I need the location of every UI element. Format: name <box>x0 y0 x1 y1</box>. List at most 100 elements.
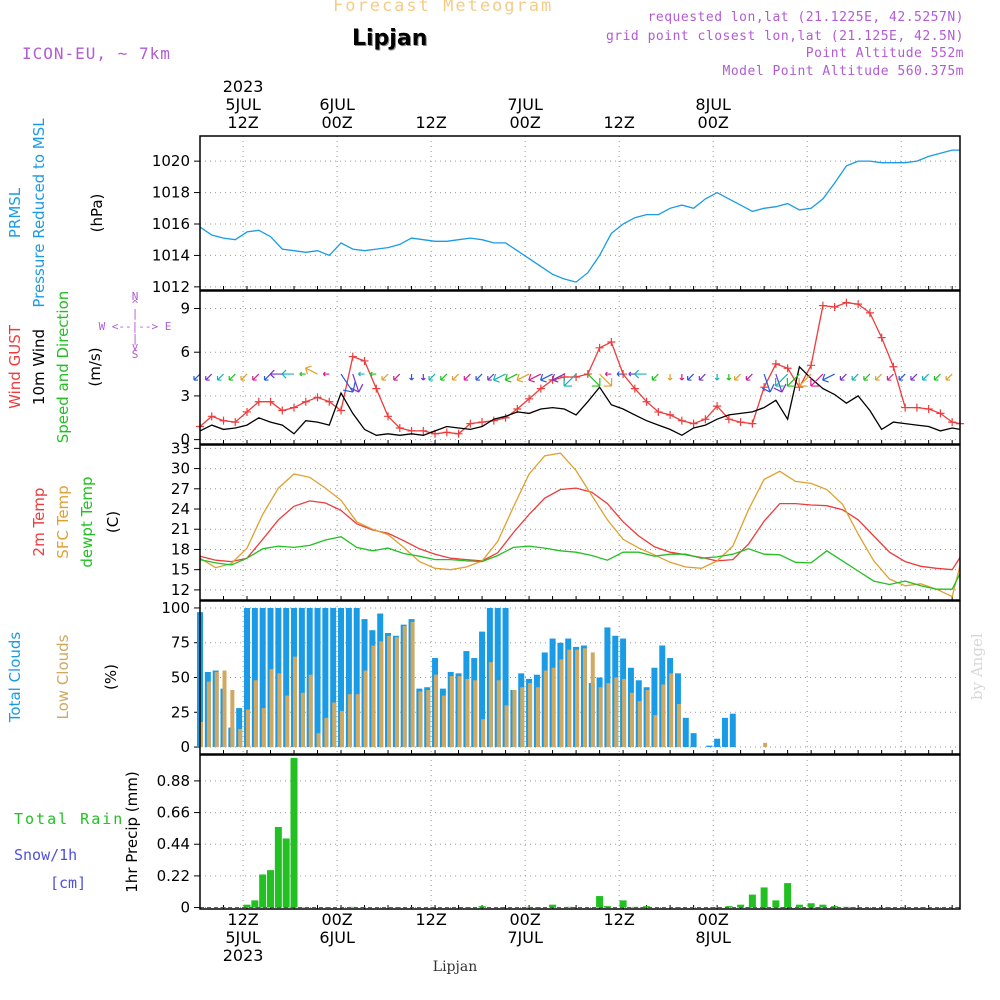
gust-marker <box>525 394 534 403</box>
low-cloud-bar <box>669 673 674 748</box>
wind-direction-arrow <box>667 374 673 381</box>
y-tick-label: 15 <box>171 561 190 579</box>
wind-direction-arrow <box>340 373 356 393</box>
gust-marker <box>607 338 616 346</box>
wind-direction-arrow <box>428 373 436 381</box>
rain-bar <box>807 903 815 908</box>
bottom-axis-label: 12Z <box>604 910 635 929</box>
gust-marker <box>642 397 651 406</box>
low-cloud-bar <box>661 684 666 748</box>
wind-direction-arrow <box>528 373 542 383</box>
low-cloud-bar <box>457 676 462 748</box>
low-cloud-bar <box>543 670 548 748</box>
gust-marker <box>254 397 263 406</box>
t2m-line <box>199 487 961 571</box>
low-cloud-bar <box>261 708 266 748</box>
pressure-unit: (hPa) <box>88 194 106 233</box>
low-cloud-bar <box>598 687 603 748</box>
total-cloud-bar <box>314 607 321 748</box>
y-tick-label: 25 <box>171 703 190 721</box>
wind-direction-arrow <box>863 373 871 381</box>
total-cloud-bar <box>322 607 329 748</box>
gust-marker <box>936 409 945 418</box>
gust-marker <box>630 384 639 393</box>
rain-bar <box>725 906 733 908</box>
gust-marker <box>854 300 863 309</box>
y-tick-label: 33 <box>171 439 190 457</box>
y-tick-label: 18 <box>171 540 190 558</box>
low-cloud-bar <box>637 701 642 748</box>
low-cloud-bar <box>253 680 258 748</box>
credit-watermark: by Angel <box>968 633 986 700</box>
model-point-altitude: Model Point Altitude 560.375m <box>722 64 964 79</box>
rain-label: Total Rain <box>14 810 124 828</box>
y-tick-label: 24 <box>171 500 190 518</box>
panel-wind <box>193 290 964 445</box>
panel-pressure <box>194 135 961 291</box>
y-tick-label: 0.88 <box>157 772 190 790</box>
low-cloud-bar <box>269 669 274 748</box>
gust-marker <box>760 383 769 392</box>
low-cloud-bar <box>285 695 290 748</box>
low-cloud-bar <box>277 673 282 748</box>
sfc-line <box>199 452 961 598</box>
wind-direction-arrow <box>933 373 941 381</box>
gust-marker <box>313 393 322 402</box>
wind-direction-arrow <box>714 374 720 381</box>
total-cloud-bar <box>690 733 697 748</box>
top-axis-label: 6JUL <box>319 95 355 114</box>
wind-direction-arrow <box>551 373 565 383</box>
gust-marker <box>278 406 287 415</box>
top-axis-label: 00Z <box>321 113 352 132</box>
grid-point-coords: grid point closest lon,lat (21.125E, 42.… <box>605 29 964 44</box>
rain-bar <box>564 906 572 908</box>
low-cloud-bar <box>488 662 493 748</box>
low-cloud-bar <box>606 683 611 748</box>
total-cloud-bar <box>721 717 728 748</box>
total-clouds-label: Total Clouds <box>6 632 24 724</box>
rain-bar <box>795 904 803 908</box>
gust-marker <box>865 308 874 317</box>
low-cloud-bar <box>449 676 454 748</box>
wind-direction-arrow <box>240 373 248 381</box>
wind-direction-arrow <box>698 373 706 381</box>
total-cloud-bar <box>345 607 352 748</box>
y-tick-label: 27 <box>171 480 190 498</box>
wind-direction-arrow <box>263 373 271 381</box>
low-cloud-bar <box>371 645 376 748</box>
wind-direction-arrow <box>734 373 742 381</box>
gust-marker <box>454 429 463 438</box>
y-tick-label: 0 <box>180 431 190 449</box>
low-cloud-bar <box>402 626 407 748</box>
dewpt-line <box>199 536 961 590</box>
gust-marker <box>724 415 733 424</box>
wind-direction-arrow <box>487 373 495 381</box>
low-cloud-bar <box>324 717 329 748</box>
wind-direction-arrow <box>775 373 789 387</box>
bottom-axis-label: 7JUL <box>507 928 543 947</box>
wind-direction-arrow <box>745 373 753 381</box>
panel-frame <box>199 754 961 910</box>
y-tick-label: 1016 <box>152 215 190 233</box>
point-altitude: Point Altitude 552m <box>805 46 964 61</box>
top-axis-label: 12Z <box>415 113 446 132</box>
gust-marker <box>713 402 722 411</box>
gust-marker <box>501 413 510 422</box>
low-cloud-bar <box>504 705 509 748</box>
wind-direction-arrow <box>216 373 224 381</box>
gust-marker <box>395 423 404 432</box>
compass-text: | <box>132 332 139 345</box>
gust-marker <box>948 418 957 427</box>
compass-text: W <--|--> E <box>99 320 172 333</box>
low-cloud-bar <box>535 687 540 748</box>
gust-marker <box>419 426 428 435</box>
low-cloud-bar <box>622 678 627 748</box>
low-cloud-bar <box>512 690 517 748</box>
low-cloud-bar <box>473 680 478 748</box>
gust-marker <box>807 361 816 370</box>
total-cloud-bar <box>298 607 305 748</box>
total-cloud-bar <box>479 631 486 748</box>
low-cloud-bar <box>575 649 580 748</box>
low-cloud-bar <box>418 691 423 748</box>
panel-frame <box>199 444 961 601</box>
